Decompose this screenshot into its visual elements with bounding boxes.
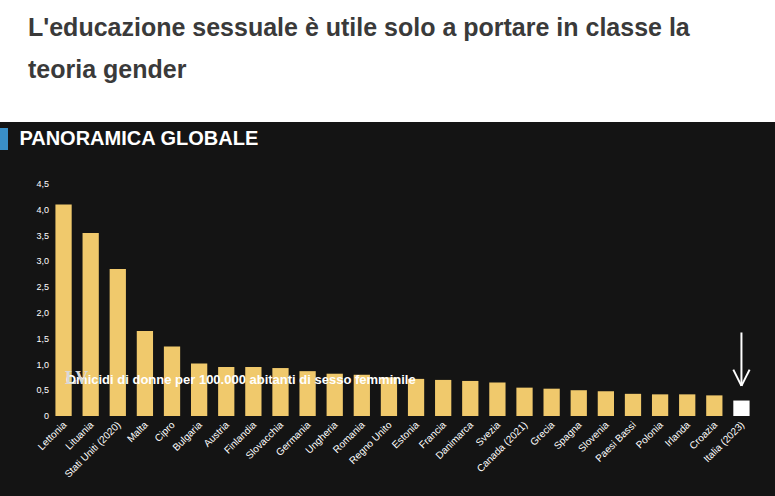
svg-text:Bulgaria: Bulgaria (170, 419, 204, 453)
svg-text:Polonia: Polonia (634, 419, 666, 451)
svg-text:0,5: 0,5 (36, 385, 49, 395)
svg-text:Slovacchia: Slovacchia (243, 419, 285, 461)
svg-text:Regno Unito: Regno Unito (347, 419, 394, 466)
svg-text:Svezia: Svezia (473, 419, 502, 448)
svg-text:1,0: 1,0 (36, 360, 49, 370)
svg-text:Lituania: Lituania (63, 419, 96, 452)
svg-text:0: 0 (44, 411, 49, 421)
svg-text:4,5: 4,5 (36, 179, 49, 189)
svg-text:Spagna: Spagna (552, 419, 584, 451)
svg-text:4,0: 4,0 (36, 205, 49, 215)
svg-text:2,5: 2,5 (36, 282, 49, 292)
svg-text:LV: LV (65, 368, 88, 388)
svg-text:Italia (2023): Italia (2023) (701, 419, 746, 464)
svg-text:2,0: 2,0 (36, 308, 49, 318)
svg-text:3,5: 3,5 (36, 231, 49, 241)
svg-text:Francia: Francia (417, 419, 449, 451)
svg-text:Finlandia: Finlandia (222, 419, 259, 456)
svg-text:PANORAMICA GLOBALE: PANORAMICA GLOBALE (19, 127, 258, 149)
svg-text:Grecia: Grecia (528, 419, 557, 448)
svg-text:Slovenia: Slovenia (576, 419, 611, 454)
svg-text:Irlanda: Irlanda (663, 419, 693, 449)
svg-text:Omicidi di donne per 100.000 a: Omicidi di donne per 100.000 abitanti di… (66, 372, 416, 387)
svg-text:Stati Uniti (2020): Stati Uniti (2020) (62, 419, 122, 479)
svg-text:Romania: Romania (331, 419, 367, 455)
html-text:L'educazione sessuale è utile: L'educazione sessuale è utile solo a por… (28, 13, 690, 83)
svg-text:1,5: 1,5 (36, 334, 49, 344)
svg-text:Germania: Germania (274, 419, 313, 458)
svg-text:Austria: Austria (201, 419, 231, 449)
svg-text:Malta: Malta (125, 419, 150, 444)
svg-text:Canada (2021): Canada (2021) (475, 419, 530, 474)
svg-text:Paesi Bassi: Paesi Bassi (593, 419, 638, 464)
svg-text:Estonia: Estonia (390, 419, 422, 451)
svg-text:Lettonia: Lettonia (36, 419, 69, 452)
svg-text:Ungheria: Ungheria (303, 419, 340, 456)
svg-text:Croazia: Croazia (687, 419, 719, 451)
svg-text:Danimarca: Danimarca (433, 419, 475, 461)
svg-text:3,0: 3,0 (36, 256, 49, 266)
svg-text:Cipro: Cipro (152, 419, 177, 444)
